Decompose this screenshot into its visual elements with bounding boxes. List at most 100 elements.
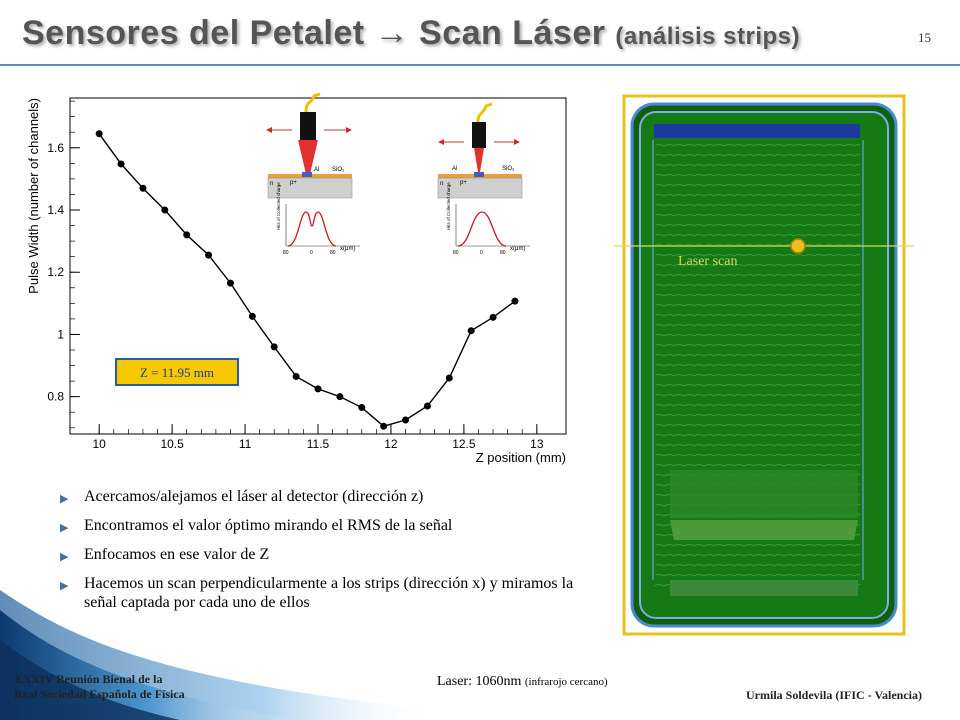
laser-head-icon — [472, 122, 486, 148]
laser-beam-icon — [298, 140, 318, 174]
inset-sio2-label: SiO₂ — [502, 166, 515, 172]
laser-spot-icon — [790, 238, 806, 254]
fiber-cable-icon — [304, 92, 321, 113]
data-point — [226, 279, 234, 287]
laser-note-label: Laser — [437, 674, 469, 689]
data-point — [336, 393, 344, 401]
fiber-cable-icon — [476, 102, 493, 123]
data-point — [380, 422, 388, 430]
x-axis-label: Z position (mm) — [476, 450, 566, 465]
al-strip — [302, 172, 312, 177]
inset-sio2-label: SiO₂ — [332, 167, 345, 173]
laser-head-icon — [300, 112, 316, 140]
decorative-wave — [0, 590, 440, 720]
slide-title: Sensores del Petalet → Scan Láser (análi… — [22, 14, 800, 53]
bullet-arrow-icon: ▶ — [60, 551, 69, 563]
x-tick-label: 10.5 — [160, 437, 184, 451]
inset-hist-xlabel: x(μm) — [340, 246, 355, 252]
data-point — [314, 385, 322, 393]
z-annotation-text: Z = 11.95 mm — [140, 365, 214, 380]
bullet-arrow-icon: ▶ — [60, 522, 69, 534]
data-point — [511, 297, 519, 305]
inset-hist-ylabel: Hits of Collected charge — [446, 182, 451, 230]
x-tick-label: 12 — [384, 437, 398, 451]
title-main: Sensores del Petalet — [22, 14, 365, 52]
series-line — [98, 133, 516, 427]
bullet-arrow-icon: ▶ — [60, 493, 69, 505]
data-point — [117, 160, 125, 168]
laser-scan-label: Laser scan — [678, 254, 737, 269]
double-peak-curve — [287, 211, 337, 247]
data-point — [139, 184, 147, 192]
bullet-text: Hacemos un scan perpendicularmente a los… — [84, 575, 574, 611]
bond-pads-top — [654, 124, 860, 138]
laser-beam-icon — [474, 148, 484, 172]
al-strip — [474, 172, 484, 177]
title-scan: Scan Láser — [419, 14, 606, 52]
data-point — [402, 416, 410, 424]
inset-n-label: n — [440, 181, 443, 187]
list-item: ▶ Acercamos/alejamos el láser al detector… — [60, 487, 580, 506]
conference-footer: XXXIV Reunión Bienal de la Real Sociedad… — [14, 672, 185, 702]
chart-svg: 10 10.5 11 11.5 12 12.5 13 0.8 1 1.2 1.4 1.6 Z posit… — [26, 92, 567, 465]
bullet-arrow-icon: ▶ — [60, 580, 69, 592]
footer-line-1: XXXIV Reunión Bienal de la — [14, 672, 163, 686]
data-point — [423, 402, 431, 410]
slide-number: 15 — [918, 30, 931, 45]
inset-single-peak: Al SiO₂ n p+ Hits of Collected charge x(… — [437, 102, 530, 256]
data-point — [161, 206, 169, 214]
y-tick-label: 1.4 — [47, 203, 64, 217]
footer-line-2: Real Sociedad Española de Física — [14, 687, 185, 701]
inset-hist-tick: 80 — [283, 250, 289, 256]
inset-hist-tick: 80 — [330, 250, 336, 256]
inset-double-peak: Al SiO₂ n p+ Hits of Collected charge x(… — [266, 92, 360, 256]
inset-hist-tick: 80 — [500, 250, 506, 256]
pulse-width-chart: 10 10.5 11 11.5 12 12.5 13 0.8 1 1.2 1.4 1.6 Z posit… — [20, 92, 572, 470]
inset-hist-ylabel: Hits of Collected charge — [276, 182, 281, 230]
data-point — [95, 130, 103, 138]
laser-note: Laser: 1060nm (infrarojo cercano) — [437, 674, 608, 690]
y-tick-label: 0.8 — [47, 390, 64, 404]
y-tick-label: 1.6 — [47, 141, 64, 155]
bullet-text: Enfocamos en ese valor de Z — [84, 546, 270, 563]
z-annotation-box: Z = 11.95 mm — [115, 358, 239, 386]
bullet-text: Acercamos/alejamos el láser al detector … — [84, 488, 424, 505]
x-tick-label: 11 — [239, 437, 252, 451]
sensor-layout-image: Laser scan — [614, 90, 914, 640]
inset-hist-tick: 0 — [310, 250, 313, 256]
x-tick-label: 12.5 — [452, 437, 476, 451]
inset-p-label: p+ — [290, 180, 297, 186]
inset-hist-tick: 0 — [480, 250, 483, 256]
y-axis-label: Pulse Width (number of channels) — [26, 98, 41, 294]
bullet-text: Encontramos el valor óptimo mirando el R… — [84, 517, 453, 534]
list-item: ▶ Hacemos un scan perpendicularmente a lo… — [60, 574, 580, 612]
inset-al-label: Al — [452, 166, 457, 172]
data-point — [183, 231, 191, 239]
bullet-list: ▶ Acercamos/alejamos el láser al detector… — [60, 487, 580, 622]
data-point — [270, 343, 278, 351]
x-tick-label: 10 — [92, 437, 106, 451]
list-item: ▶ Encontramos el valor óptimo mirando el … — [60, 516, 580, 535]
data-point — [467, 327, 475, 335]
inset-n-label: n — [270, 181, 273, 187]
y-tick-label: 1 — [57, 327, 64, 341]
x-tick-label: 11.5 — [307, 437, 330, 451]
bias-region — [670, 470, 858, 518]
sensor-svg: Laser scan — [614, 94, 914, 636]
title-divider — [0, 64, 960, 66]
n-bulk — [437, 177, 523, 199]
inset-hist-tick: 80 — [453, 250, 459, 256]
data-point — [248, 312, 256, 320]
inset-p-label: p+ — [460, 180, 467, 186]
list-item: ▶ Enfocamos en ese valor de Z — [60, 545, 580, 564]
n-bulk — [267, 177, 353, 199]
title-subtitle: (análisis strips) — [615, 23, 800, 50]
data-point — [205, 251, 213, 259]
data-point — [292, 372, 300, 380]
single-peak-curve — [457, 211, 507, 247]
inset-hist-xlabel: x(μm) — [510, 246, 525, 252]
laser-note-detail: (infrarojo cercano) — [524, 676, 608, 688]
data-point — [358, 404, 366, 412]
x-tick-label: 13 — [530, 437, 544, 451]
title-arrow-icon: → — [374, 14, 410, 52]
